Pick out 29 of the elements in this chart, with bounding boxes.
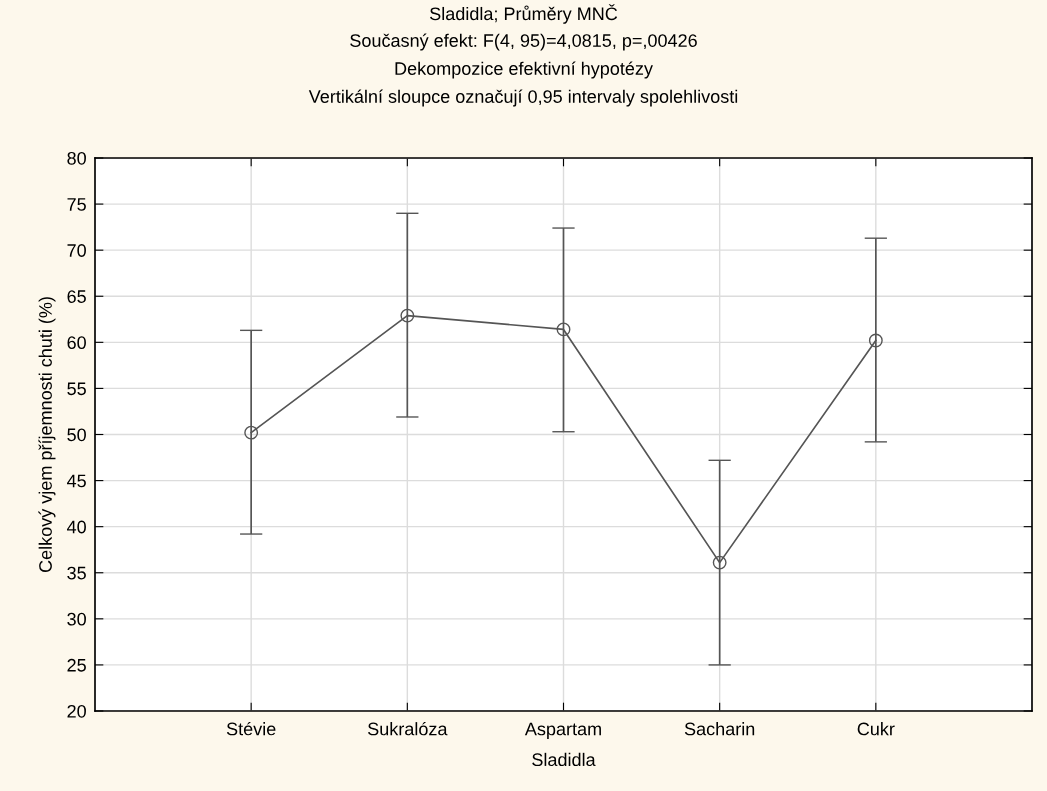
y-tick-label: 25 xyxy=(67,658,86,672)
y-tick-label: 55 xyxy=(67,382,86,396)
y-tick-label: 50 xyxy=(67,428,86,442)
point xyxy=(400,308,415,323)
chart-title: Sladidla; Průměry MNČ xyxy=(430,4,618,24)
point xyxy=(244,425,259,440)
y-tick-label: 45 xyxy=(67,474,86,488)
point xyxy=(556,322,571,337)
y-tick-label: 35 xyxy=(67,566,86,580)
x-tick-label: Sukralóza xyxy=(368,721,448,736)
x-tick-label: Sacharin xyxy=(684,722,755,736)
text: Vertikální sloupce označují 0,95 intervaly spolehlivosti xyxy=(308,89,738,107)
y-tick-label: 80 xyxy=(67,151,86,165)
y-tick-label: 20 xyxy=(67,704,86,718)
chart-subtitle: Současný efekt: F(4, 95)=4,0815, p=,00426 xyxy=(350,33,697,51)
y-tick-label: 75 xyxy=(67,198,86,211)
point xyxy=(712,555,727,570)
y-tick-label: 60 xyxy=(67,336,86,350)
x-axis-title: Sladidla xyxy=(532,752,596,767)
point xyxy=(868,333,883,348)
text: Dekompozice efektivní hypotézy xyxy=(395,61,653,79)
x-tick-label: Stévie xyxy=(226,721,276,736)
y-tick-label: 70 xyxy=(67,244,86,257)
y-axis-title: Celkový vjem příjemnosti chuti (%) xyxy=(38,297,56,573)
y-tick-label: 40 xyxy=(67,520,86,534)
y-tick-label: 30 xyxy=(67,612,86,626)
x-tick-label: Aspartam xyxy=(524,722,601,739)
x-tick-label: Cukr xyxy=(857,722,895,736)
y-tick-label: 65 xyxy=(67,290,86,303)
